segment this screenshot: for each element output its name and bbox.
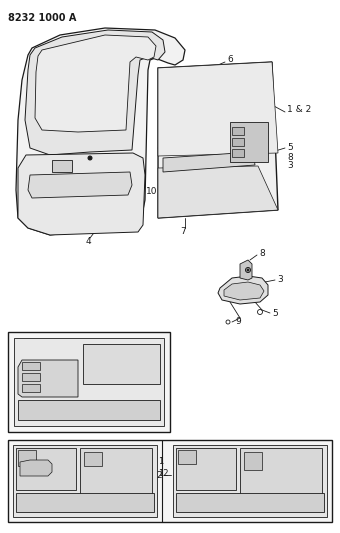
Polygon shape bbox=[18, 360, 78, 397]
Polygon shape bbox=[22, 373, 40, 381]
Polygon shape bbox=[18, 450, 36, 466]
Polygon shape bbox=[20, 460, 52, 476]
Polygon shape bbox=[240, 260, 252, 280]
Polygon shape bbox=[14, 338, 164, 426]
Polygon shape bbox=[8, 440, 332, 522]
Polygon shape bbox=[178, 450, 196, 464]
Polygon shape bbox=[84, 452, 102, 466]
Text: 5: 5 bbox=[272, 309, 278, 318]
Text: 8: 8 bbox=[287, 152, 293, 161]
Text: 3: 3 bbox=[287, 160, 293, 169]
Polygon shape bbox=[13, 445, 157, 517]
Polygon shape bbox=[18, 153, 145, 235]
Polygon shape bbox=[8, 332, 170, 432]
Text: 9: 9 bbox=[235, 318, 241, 327]
Polygon shape bbox=[158, 62, 278, 156]
Polygon shape bbox=[16, 448, 76, 490]
Polygon shape bbox=[240, 448, 322, 508]
Polygon shape bbox=[218, 276, 268, 304]
Polygon shape bbox=[232, 149, 244, 157]
Circle shape bbox=[88, 156, 92, 160]
Polygon shape bbox=[80, 448, 152, 495]
Polygon shape bbox=[244, 452, 262, 470]
Circle shape bbox=[247, 269, 249, 271]
Text: 5: 5 bbox=[287, 142, 293, 151]
Polygon shape bbox=[16, 493, 154, 512]
Text: 10: 10 bbox=[146, 188, 157, 197]
Polygon shape bbox=[232, 138, 244, 146]
Polygon shape bbox=[158, 62, 278, 218]
Polygon shape bbox=[16, 28, 185, 235]
Polygon shape bbox=[52, 160, 72, 172]
Polygon shape bbox=[35, 35, 156, 132]
Polygon shape bbox=[25, 30, 165, 155]
Text: 2: 2 bbox=[156, 471, 162, 480]
Text: 1: 1 bbox=[158, 456, 163, 465]
Text: 1 & 2: 1 & 2 bbox=[287, 106, 311, 115]
Text: 7: 7 bbox=[180, 228, 186, 237]
Polygon shape bbox=[176, 493, 324, 512]
Polygon shape bbox=[18, 400, 160, 420]
Polygon shape bbox=[28, 172, 132, 198]
Polygon shape bbox=[22, 384, 40, 392]
Polygon shape bbox=[224, 282, 264, 300]
Text: 6: 6 bbox=[227, 55, 233, 64]
Text: 4: 4 bbox=[85, 238, 91, 246]
Text: 12: 12 bbox=[150, 367, 160, 376]
Polygon shape bbox=[163, 152, 255, 172]
Text: 12: 12 bbox=[158, 469, 169, 478]
Polygon shape bbox=[176, 448, 236, 490]
Polygon shape bbox=[83, 344, 160, 384]
Polygon shape bbox=[173, 445, 327, 517]
Text: 3: 3 bbox=[277, 276, 283, 285]
Polygon shape bbox=[22, 362, 40, 370]
Text: 8232 1000 A: 8232 1000 A bbox=[8, 13, 76, 23]
Polygon shape bbox=[230, 122, 268, 162]
Text: 8: 8 bbox=[259, 249, 265, 259]
Polygon shape bbox=[158, 166, 278, 218]
Polygon shape bbox=[232, 127, 244, 135]
Text: 11: 11 bbox=[150, 354, 160, 364]
